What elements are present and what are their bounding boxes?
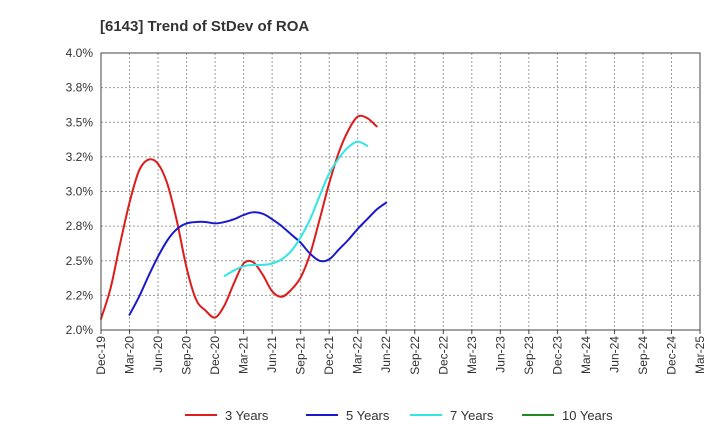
x-tick-label: Dec-24 (664, 336, 678, 375)
x-tick-label: Mar-22 (351, 336, 365, 374)
series-line-3-years (100, 114, 378, 320)
plot-frame (100, 52, 701, 331)
x-tick-label: Jun-23 (493, 336, 507, 373)
x-tick-label: Dec-19 (94, 336, 108, 375)
y-tick-label: 2.5% (66, 254, 94, 268)
y-tick-label: 2.8% (66, 219, 94, 233)
series-line-5-years (128, 201, 388, 316)
x-tick-label: Sep-23 (522, 336, 536, 375)
x-tick-label: Sep-22 (408, 336, 422, 375)
x-tick-label: Dec-21 (322, 336, 336, 375)
y-tick-label: 3.2% (66, 150, 94, 164)
grid (101, 53, 700, 330)
y-tick-label: 2.2% (66, 288, 94, 302)
x-axis: Dec-19 Mar-20 Jun-20 Sep-20 Dec-20 Mar-21 Jun-… (94, 330, 707, 375)
x-tick-label: Dec-20 (208, 336, 222, 375)
x-tick-label: Mar-21 (237, 336, 251, 374)
x-tick-label: Dec-22 (436, 336, 450, 375)
x-tick-label: Mar-20 (123, 336, 137, 374)
legend: 3 Years 5 Years 7 Years 10 Years (185, 408, 613, 423)
x-tick-label: Mar-25 (693, 336, 707, 374)
series-lines (100, 114, 388, 320)
x-tick-label: Jun-21 (265, 336, 279, 373)
legend-label: 5 Years (346, 408, 390, 423)
y-tick-label: 2.0% (66, 323, 94, 337)
y-tick-label: 3.5% (66, 115, 94, 129)
x-tick-label: Jun-20 (151, 336, 165, 373)
x-tick-label: Mar-24 (579, 336, 593, 374)
legend-label: 7 Years (450, 408, 494, 423)
y-axis: 2.0% 2.2% 2.5% 2.8% 3.0% 3.2% 3.5% 3.8% 4.0% (66, 46, 94, 337)
x-tick-label: Sep-21 (294, 336, 308, 375)
y-tick-label: 3.0% (66, 185, 94, 199)
x-tick-label: Jun-24 (607, 336, 621, 373)
x-tick-label: Sep-20 (180, 336, 194, 375)
chart-title: [6143] Trend of StDev of ROA (100, 18, 309, 35)
legend-label: 3 Years (225, 408, 269, 423)
series-line-7-years (223, 140, 369, 277)
y-tick-label: 3.8% (66, 81, 94, 95)
x-tick-label: Dec-23 (550, 336, 564, 375)
legend-label: 10 Years (562, 408, 613, 423)
x-tick-label: Jun-22 (379, 336, 393, 373)
plot-area (101, 53, 700, 330)
x-tick-label: Mar-23 (465, 336, 479, 374)
x-tick-label: Sep-24 (636, 336, 650, 375)
y-tick-label: 4.0% (66, 46, 94, 60)
